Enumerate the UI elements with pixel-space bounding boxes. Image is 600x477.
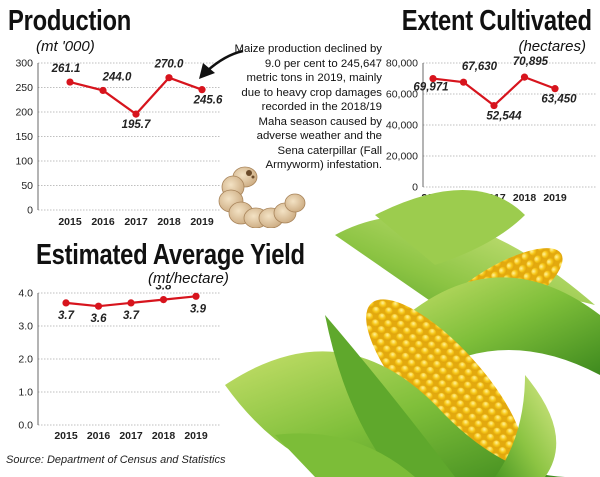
y-tick-label: 200 xyxy=(15,107,33,119)
x-tick-label: 2019 xyxy=(184,430,208,442)
y-tick-label: 80,000 xyxy=(386,58,418,70)
data-point xyxy=(192,292,200,300)
yield-unit: (mt/hectare) xyxy=(148,270,229,287)
extent-title: Extent Cultivated xyxy=(401,5,592,37)
series-line xyxy=(69,76,203,116)
x-tick-label: 2017 xyxy=(124,216,148,228)
production-note: Maize production declined by 9.0 per cen… xyxy=(234,43,382,171)
y-tick-label: 100 xyxy=(15,156,33,168)
data-point xyxy=(99,86,107,95)
data-point xyxy=(132,110,140,118)
production-chart: 0 50 100 150 200 250 300 2015 2016 2017 2018 2019 26… xyxy=(15,58,223,229)
data-label: 63,450 xyxy=(541,94,577,106)
y-tick-label: 50 xyxy=(21,180,33,192)
data-label: 245.6 xyxy=(193,95,223,107)
y-tick-label: 3.0 xyxy=(18,321,33,333)
data-point xyxy=(520,73,529,81)
y-tick-label: 150 xyxy=(15,131,33,143)
data-label: 244.0 xyxy=(102,71,132,83)
extent-unit: (hectares) xyxy=(518,38,586,55)
data-point xyxy=(198,86,206,94)
data-label: 69,971 xyxy=(413,82,448,94)
data-label: 3.6 xyxy=(91,313,108,325)
data-label: 261.1 xyxy=(51,63,81,75)
yield-chart: 0.0 1.0 2.0 3.0 4.0 2015 2016 2017 2018 2019 3.7 3.… xyxy=(18,285,220,442)
data-point xyxy=(490,101,498,110)
data-label: 195.7 xyxy=(122,119,151,131)
production-title: Production xyxy=(8,5,132,37)
yield-title: Estimated Average Yield xyxy=(36,239,305,271)
x-tick-label: 2018 xyxy=(152,430,176,442)
caterpillar-icon xyxy=(218,166,306,228)
y-tick-label: 0.0 xyxy=(18,420,33,432)
x-tick-label: 2015 xyxy=(54,430,78,442)
data-point xyxy=(159,296,168,304)
data-point xyxy=(165,74,173,82)
data-point xyxy=(429,74,437,83)
y-tick-label: 20,000 xyxy=(386,151,418,163)
data-label: 3.9 xyxy=(190,303,207,315)
source-note: Source: Department of Census and Statist… xyxy=(6,454,226,466)
data-label: 3.7 xyxy=(58,310,75,322)
data-label: 70,895 xyxy=(513,56,549,68)
data-label: 67,630 xyxy=(462,61,498,73)
x-tick-label: 2019 xyxy=(543,192,567,204)
data-label: 3.8 xyxy=(156,285,173,293)
y-tick-label: 0 xyxy=(412,182,418,194)
y-tick-label: 300 xyxy=(15,58,33,70)
x-tick-label: 2016 xyxy=(87,430,111,442)
x-tick-label: 2018 xyxy=(513,192,537,204)
production-unit: (mt '000) xyxy=(36,38,95,55)
data-point xyxy=(66,78,74,86)
x-tick-label: 2015 xyxy=(58,216,82,228)
y-tick-label: 40,000 xyxy=(386,120,418,132)
data-point xyxy=(459,78,468,86)
y-tick-label: 2.0 xyxy=(18,354,33,366)
data-point xyxy=(551,85,559,93)
data-label: 270.0 xyxy=(154,59,184,71)
data-label: 3.7 xyxy=(123,310,140,322)
x-tick-label: 2018 xyxy=(157,216,181,228)
x-tick-label: 2016 xyxy=(91,216,115,228)
data-point xyxy=(94,302,103,310)
data-label: 52,544 xyxy=(486,111,522,123)
data-point xyxy=(127,299,135,307)
y-tick-label: 1.0 xyxy=(18,387,33,399)
y-tick-label: 0 xyxy=(27,205,33,217)
y-tick-label: 4.0 xyxy=(18,288,33,300)
series-line xyxy=(432,75,556,107)
y-tick-label: 60,000 xyxy=(386,89,418,101)
arrow-icon xyxy=(199,49,244,79)
x-tick-label: 2019 xyxy=(190,216,214,228)
y-tick-label: 250 xyxy=(15,82,33,94)
x-tick-label: 2017 xyxy=(119,430,143,442)
corn-cobs-illustration xyxy=(225,190,600,477)
data-point xyxy=(62,299,70,307)
